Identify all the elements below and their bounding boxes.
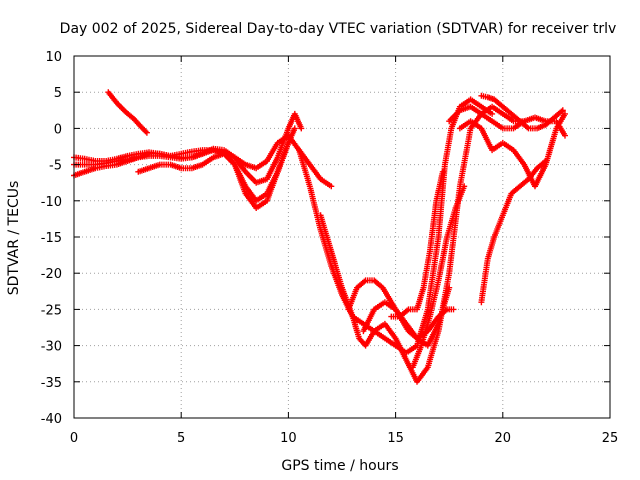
pass-series-9: [388, 168, 446, 320]
y-tick-label: 0: [54, 122, 62, 137]
y-tick-label: -40: [41, 412, 62, 427]
x-tick-label: 15: [387, 431, 404, 446]
pass-markers: [388, 168, 446, 320]
x-tick-label: 5: [177, 431, 185, 446]
pass-markers: [409, 183, 468, 371]
y-axis-ticks: -40 -35 -30 -25 -20 -15 -10 -5 0 5 10: [41, 50, 610, 427]
pass-markers: [478, 92, 566, 132]
pass-markers: [71, 110, 305, 186]
chart-title: Day 002 of 2025, Sidereal Day-to-day VTE…: [60, 21, 617, 37]
pass-markers: [478, 158, 549, 306]
pass-series-4: [135, 139, 292, 211]
y-tick-label: -15: [41, 231, 62, 246]
y-tick-label: -35: [41, 376, 62, 391]
pass-markers: [105, 89, 150, 136]
grid-lines: [74, 56, 610, 418]
x-axis-label: GPS time / hours: [281, 458, 398, 474]
y-tick-label: -20: [41, 267, 62, 282]
pass-markers: [135, 139, 292, 211]
data-points: [71, 89, 568, 385]
pass-markers: [360, 284, 453, 349]
y-tick-label: -30: [41, 340, 62, 355]
y-tick-label: -10: [41, 195, 62, 210]
pass-series-8: [360, 284, 453, 349]
pass-series-10: [409, 183, 468, 371]
x-tick-label: 10: [280, 431, 297, 446]
pass-series-0: [105, 89, 150, 136]
x-tick-label: 25: [602, 431, 619, 446]
y-tick-label: -25: [41, 303, 62, 318]
pass-series-12: [478, 92, 566, 132]
x-axis-ticks: 0 5 10 15 20 25: [70, 56, 618, 446]
y-tick-label: 5: [54, 86, 62, 101]
y-tick-label: 10: [45, 50, 62, 65]
x-tick-label: 20: [495, 431, 512, 446]
x-tick-label: 0: [70, 431, 78, 446]
y-tick-label: -5: [49, 159, 62, 174]
y-axis-label: SDTVAR / TECUs: [6, 181, 22, 296]
pass-series-2: [71, 110, 305, 186]
pass-series-14: [478, 158, 549, 306]
